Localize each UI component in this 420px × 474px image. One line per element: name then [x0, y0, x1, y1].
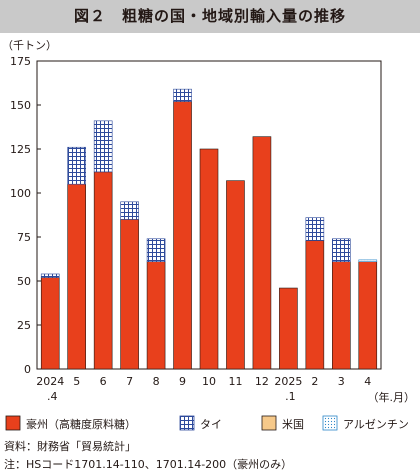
y-tick-label: 175 [10, 55, 31, 68]
bar-segment [120, 201, 139, 220]
x-axis-label: （年.月） [368, 390, 416, 404]
x-tick-label: 2 [311, 375, 318, 388]
bar-segment [279, 287, 298, 370]
bar-segment [199, 148, 219, 370]
bar-segment [120, 219, 139, 370]
bar-segment [40, 273, 60, 278]
x-tick-label: 5 [73, 375, 80, 388]
y-axis-label: （千トン） [2, 39, 57, 52]
y-tick-label: 50 [17, 275, 31, 288]
legend-label: タイ [200, 418, 222, 431]
bar-segment [252, 136, 272, 370]
x-tick-label: 7 [126, 375, 133, 388]
legend-label: 豪州（高糖度原料糖） [26, 417, 136, 431]
bar-segment [173, 88, 192, 102]
x-tick-label: 2025 [274, 375, 302, 388]
bar-segment [93, 171, 113, 370]
y-tick-label: 0 [24, 363, 31, 376]
legend-swatch [261, 415, 277, 431]
chart-title: 図２ 粗糖の国・地域別輸入量の推移 [0, 0, 420, 33]
x-tick-label: 8 [153, 375, 160, 388]
x-tick-sublabel: .4 [47, 390, 58, 403]
x-tick-label: 3 [338, 375, 345, 388]
source-note: 資料：財務省「貿易統計」 [4, 440, 136, 453]
legend-swatch [322, 415, 338, 431]
legend-label: 米国 [282, 418, 304, 431]
bar-segment [332, 261, 351, 370]
y-tick-label: 100 [10, 187, 31, 200]
legend-label: アルゼンチン [343, 418, 409, 431]
legend-swatch [5, 415, 21, 431]
bar-segment [146, 261, 166, 370]
bar-segment [93, 120, 113, 173]
bar-segment [67, 183, 86, 370]
bar-segment [146, 238, 166, 262]
x-tick-label: 11 [228, 375, 242, 388]
y-tick-label: 125 [10, 143, 31, 156]
legend-swatch [179, 415, 195, 431]
x-tick-sublabel: .1 [285, 390, 296, 403]
x-tick-label: 6 [100, 375, 107, 388]
x-tick-label: 2024 [36, 375, 64, 388]
x-tick-label: 10 [202, 375, 216, 388]
bar-segment [358, 261, 378, 370]
x-tick-label: 9 [179, 375, 186, 388]
x-tick-label: 4 [364, 375, 371, 388]
x-tick-label: 12 [255, 375, 269, 388]
y-tick-label: 75 [17, 231, 31, 244]
footnote: 注：HSコード1701.14-110、1701.14-200（豪州のみ） [4, 458, 293, 471]
bar-segment [173, 101, 192, 370]
bar-segment [305, 240, 325, 370]
y-tick-label: 25 [17, 319, 31, 332]
bar-segment [305, 217, 325, 241]
bar-segment [226, 180, 245, 370]
bar-segment [67, 146, 86, 185]
bar-segment [358, 259, 378, 262]
y-tick-label: 150 [10, 99, 31, 112]
bar-segment [40, 277, 60, 370]
bar-segment [332, 238, 351, 262]
